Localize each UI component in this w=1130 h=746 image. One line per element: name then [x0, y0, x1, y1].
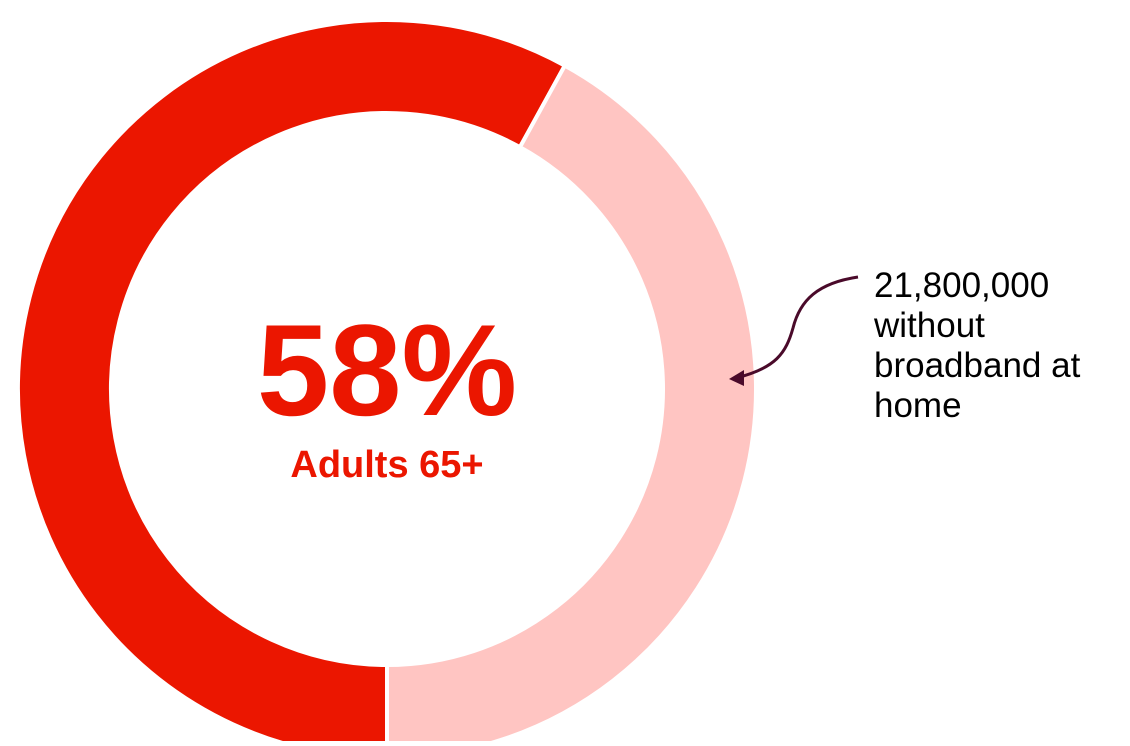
annotation-line: broadband at: [874, 346, 1081, 385]
annotation-line: 21,800,000: [874, 266, 1050, 305]
annotation-text: 21,800,000 without broadband at home: [874, 266, 1114, 426]
annotation-arrow: [735, 275, 859, 380]
center-value: 58%: [257, 297, 517, 443]
slices-layer: [16, 18, 758, 746]
center-label: Adults 65+: [290, 444, 483, 486]
donut-slice-0: [16, 18, 568, 746]
annotation-line: without: [874, 306, 985, 345]
donut-slice-1: [385, 62, 758, 746]
annotation-line: home: [874, 386, 962, 425]
annotation-arrowhead: [729, 370, 744, 386]
